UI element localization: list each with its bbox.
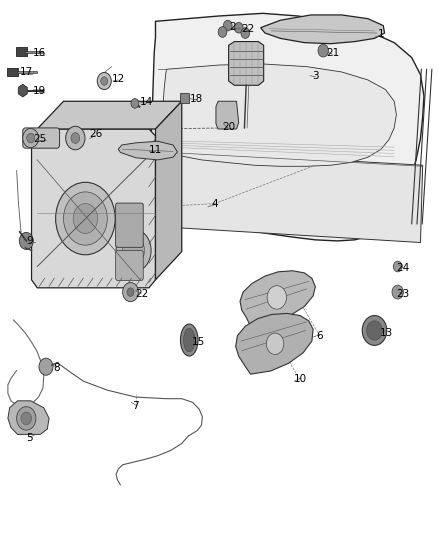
Text: 18: 18 [190, 94, 203, 103]
Circle shape [223, 20, 232, 31]
Polygon shape [8, 401, 49, 434]
Text: 6: 6 [316, 331, 323, 341]
Text: 26: 26 [89, 130, 102, 139]
Text: 1: 1 [378, 29, 385, 39]
Text: 21: 21 [326, 49, 339, 58]
Polygon shape [261, 15, 385, 44]
Text: 23: 23 [396, 289, 410, 299]
Text: 13: 13 [380, 328, 393, 338]
Text: 20: 20 [222, 122, 235, 132]
Circle shape [56, 182, 115, 255]
Text: 25: 25 [33, 134, 46, 143]
Circle shape [393, 261, 402, 272]
Circle shape [318, 44, 328, 57]
Polygon shape [118, 141, 177, 160]
Text: 24: 24 [396, 263, 410, 272]
Text: 22: 22 [242, 25, 255, 34]
Circle shape [234, 22, 243, 33]
Circle shape [116, 229, 151, 272]
Circle shape [127, 288, 134, 296]
Circle shape [23, 128, 39, 148]
Circle shape [66, 126, 85, 150]
Text: 17: 17 [20, 67, 33, 77]
Ellipse shape [180, 324, 198, 356]
Text: 8: 8 [53, 363, 60, 373]
Polygon shape [155, 101, 182, 280]
Circle shape [97, 72, 111, 90]
Text: 14: 14 [140, 98, 153, 107]
Polygon shape [149, 13, 424, 241]
Circle shape [73, 204, 98, 233]
Circle shape [392, 285, 403, 299]
Text: 11: 11 [149, 146, 162, 155]
Polygon shape [229, 42, 264, 85]
Polygon shape [240, 271, 315, 326]
Text: 22: 22 [135, 289, 148, 299]
Polygon shape [216, 101, 239, 129]
Circle shape [241, 28, 250, 38]
Text: 15: 15 [191, 337, 205, 347]
Circle shape [17, 407, 36, 430]
FancyBboxPatch shape [23, 128, 60, 148]
Polygon shape [157, 150, 423, 243]
Ellipse shape [184, 328, 195, 352]
Text: 2: 2 [229, 22, 236, 31]
Circle shape [27, 133, 35, 143]
Circle shape [267, 286, 286, 309]
FancyBboxPatch shape [16, 47, 27, 56]
Circle shape [19, 232, 33, 249]
Circle shape [64, 192, 107, 245]
Circle shape [39, 358, 53, 375]
Polygon shape [32, 129, 155, 288]
Circle shape [362, 316, 387, 345]
Text: 16: 16 [33, 49, 46, 58]
Text: 4: 4 [211, 199, 218, 208]
Circle shape [71, 133, 80, 143]
Text: 9: 9 [26, 236, 33, 246]
Circle shape [123, 282, 138, 302]
Text: 10: 10 [293, 375, 307, 384]
Polygon shape [236, 313, 313, 374]
Text: 5: 5 [26, 433, 33, 443]
Text: 12: 12 [112, 74, 125, 84]
FancyBboxPatch shape [116, 251, 143, 280]
FancyBboxPatch shape [7, 68, 18, 76]
FancyBboxPatch shape [116, 203, 143, 247]
FancyBboxPatch shape [180, 93, 189, 103]
Circle shape [123, 237, 145, 264]
Polygon shape [162, 64, 396, 166]
Text: 7: 7 [132, 401, 139, 411]
Circle shape [367, 321, 382, 340]
Circle shape [131, 99, 139, 108]
Polygon shape [37, 101, 182, 129]
Circle shape [101, 77, 108, 85]
Circle shape [21, 412, 32, 425]
Circle shape [218, 27, 227, 37]
Text: 3: 3 [312, 71, 319, 80]
Circle shape [266, 333, 284, 354]
Text: 19: 19 [33, 86, 46, 95]
